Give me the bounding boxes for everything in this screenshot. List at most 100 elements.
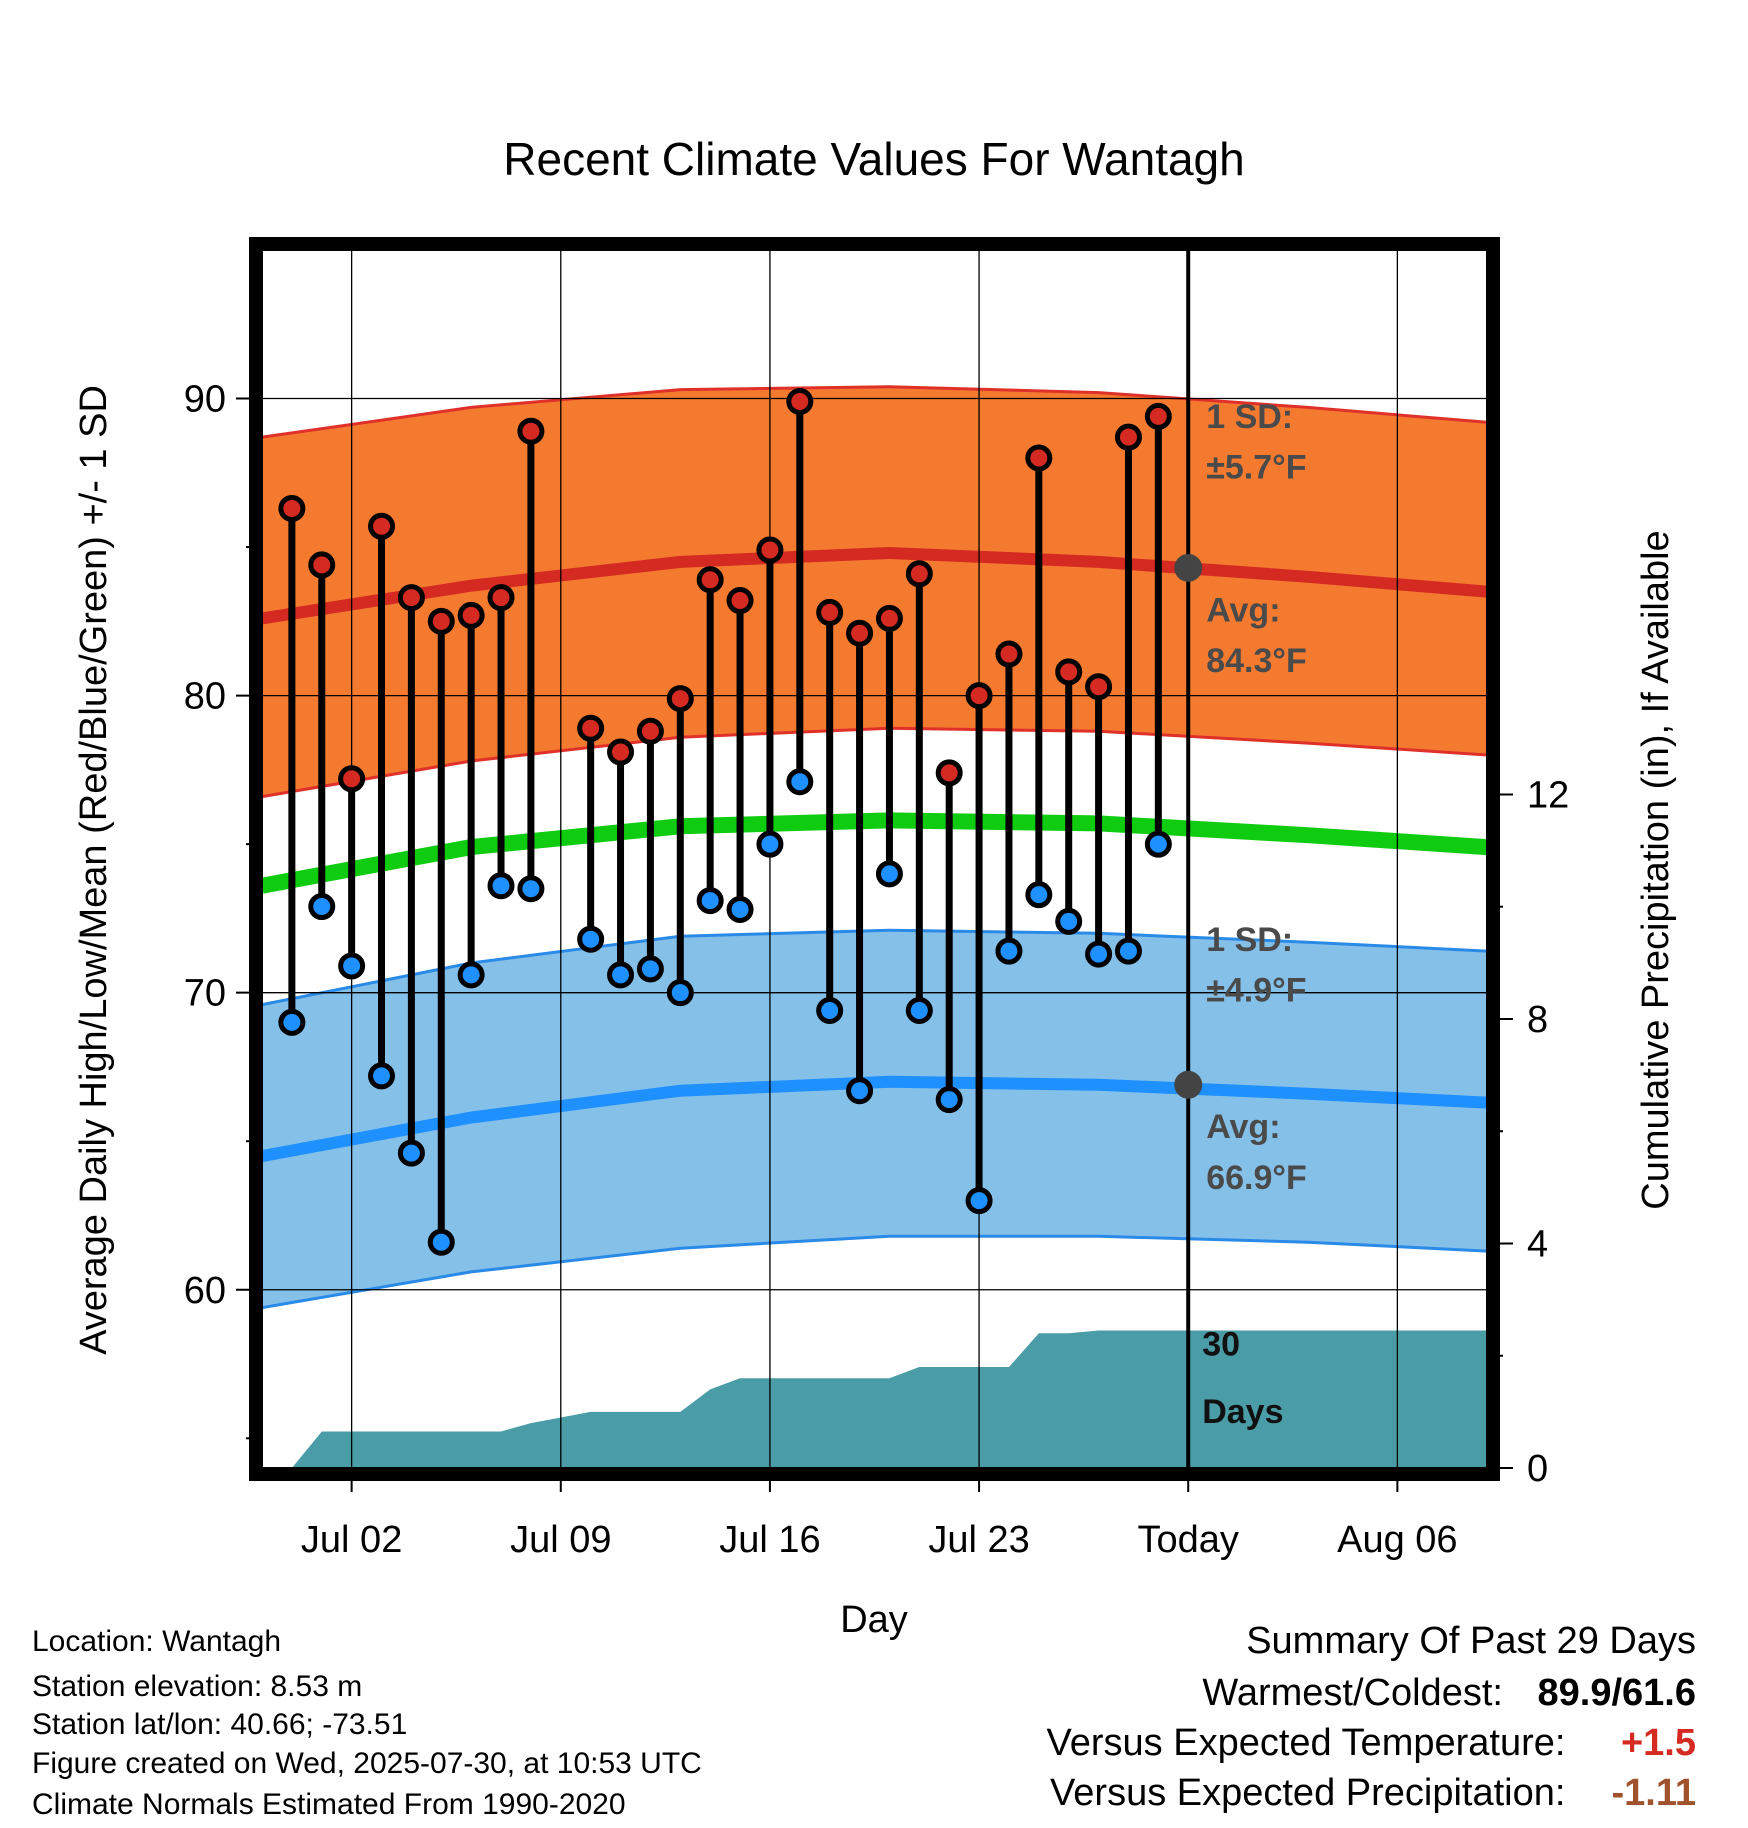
y2-tick-label: 0: [1527, 1448, 1548, 1490]
summary-warm-cold: Warmest/Coldest: 89.9/61.6: [1202, 1672, 1696, 1715]
daily-low-point: [1025, 881, 1053, 909]
avg-high-line: [262, 546, 1487, 625]
y-axis-label: Average Daily High/Low/Mean (Red/Blue/Gr…: [73, 385, 115, 1355]
daily-high-point: [816, 598, 844, 626]
daily-high-point: [935, 759, 963, 787]
daily-low-point: [308, 893, 336, 921]
high-sd-label: 1 SD:: [1206, 398, 1293, 436]
daily-high-point: [1114, 423, 1142, 451]
avg-low-line: [262, 1075, 1487, 1163]
daily-low-point: [1144, 830, 1172, 858]
daily-high-point: [1144, 402, 1172, 430]
high-avg-value: 84.3°F: [1206, 642, 1307, 680]
daily-low-point: [786, 768, 814, 796]
summary-temp-label: Versus Expected Temperature:: [1046, 1722, 1566, 1764]
daily-high-point: [756, 536, 784, 564]
daily-high-point: [666, 685, 694, 713]
high-sd-value: ±5.7°F: [1206, 449, 1306, 487]
high-upper-edge: [262, 385, 1487, 439]
grid-lines: [262, 250, 1487, 1468]
low-lower-edge: [262, 1234, 1487, 1310]
x-tick-label: Today: [1138, 1519, 1239, 1561]
y2-tick-label: 4: [1527, 1223, 1548, 1265]
x-axis-label: Day: [840, 1599, 908, 1641]
daily-low-point: [457, 961, 485, 989]
daily-high-point: [636, 717, 664, 745]
info-normals: Climate Normals Estimated From 1990-2020: [32, 1788, 626, 1821]
daily-low-point: [905, 997, 933, 1025]
y-tick-label: 70: [184, 973, 226, 1015]
summary-precip-label: Versus Expected Precipitation:: [1050, 1772, 1566, 1814]
plot-area: [262, 250, 1487, 1468]
daily-low-point: [1055, 907, 1083, 935]
daily-low-point: [577, 925, 605, 953]
x-tick-label: Aug 06: [1337, 1519, 1457, 1561]
daily-low-point: [368, 1062, 396, 1090]
annotations: 1 SD: ±5.7°F Avg: 84.3°F 1 SD: ±4.9°F Avg: 66.9…: [1202, 398, 1307, 1431]
y2-tick-label: 12: [1527, 774, 1569, 816]
low-sd-value: ±4.9°F: [1206, 972, 1306, 1010]
plot-frame: [249, 237, 1500, 1481]
daily-low-point: [995, 937, 1023, 965]
daily-low-point: [517, 875, 545, 903]
precip-days-word: Days: [1202, 1393, 1283, 1431]
y2-tick-label: 8: [1527, 999, 1548, 1041]
precip-days-number: 30: [1202, 1326, 1240, 1364]
daily-low-point: [278, 1008, 306, 1036]
info-created: Figure created on Wed, 2025-07-30, at 10…: [32, 1747, 702, 1780]
daily-low-point: [636, 955, 664, 983]
daily-high-point: [726, 587, 754, 615]
x-tick-label: Jul 09: [510, 1519, 611, 1561]
low-avg-value: 66.9°F: [1206, 1159, 1307, 1197]
daily-high-point: [368, 512, 396, 540]
low-avg-label: Avg:: [1206, 1108, 1280, 1146]
daily-low-point: [1085, 940, 1113, 968]
daily-low-point: [696, 887, 724, 915]
daily-high-point: [875, 604, 903, 632]
daily-high-point: [1085, 673, 1113, 701]
daily-high-point: [1055, 658, 1083, 686]
daily-high-point: [846, 619, 874, 647]
high-avg-label: Avg:: [1206, 591, 1280, 629]
summary-heading: Summary Of Past 29 Days: [1246, 1620, 1696, 1662]
daily-low-point: [875, 860, 903, 888]
daily-high-point: [696, 566, 724, 594]
daily-low-point: [935, 1086, 963, 1114]
today-avg-high-marker: [1174, 553, 1203, 582]
summary-temp-value: +1.5: [1620, 1722, 1696, 1764]
summary-precip-value: -1.11: [1611, 1772, 1696, 1814]
daily-low-point: [666, 979, 694, 1007]
daily-low-point: [965, 1187, 993, 1215]
info-location: Location: Wantagh: [32, 1625, 282, 1658]
daily-low-point: [816, 997, 844, 1025]
daily-high-point: [427, 607, 455, 635]
daily-high-point: [965, 682, 993, 710]
daily-low-point: [427, 1228, 455, 1256]
info-latlon: Station lat/lon: 40.66; -73.51: [32, 1708, 408, 1741]
daily-low-point: [338, 952, 366, 980]
summary-precip: Versus Expected Precipitation: -1.11: [1050, 1772, 1696, 1815]
daily-high-point: [397, 584, 425, 612]
daily-high-point: [1025, 444, 1053, 472]
y-tick-label: 80: [184, 676, 226, 718]
daily-high-point: [338, 765, 366, 793]
daily-high-point: [487, 584, 515, 612]
daily-high-point: [905, 560, 933, 588]
daily-high-point: [995, 640, 1023, 668]
y-tick-label: 60: [184, 1270, 226, 1312]
summary-temp: Versus Expected Temperature: +1.5: [1047, 1722, 1696, 1765]
x-tick-label: Jul 23: [928, 1519, 1029, 1561]
daily-high-point: [577, 714, 605, 742]
daily-low-point: [726, 896, 754, 924]
high-sd-band: [262, 386, 1487, 797]
daily-high-point: [457, 601, 485, 629]
info-elevation: Station elevation: 8.53 m: [32, 1670, 363, 1703]
summary-warm-cold-value: 89.9/61.6: [1537, 1672, 1696, 1714]
daily-high-point: [278, 494, 306, 522]
daily-low-point: [487, 872, 515, 900]
daily-low-point: [607, 961, 635, 989]
daily-low-point: [756, 830, 784, 858]
chart-title: Recent Climate Values For Wantagh: [503, 133, 1244, 185]
low-sd-label: 1 SD:: [1206, 921, 1293, 959]
